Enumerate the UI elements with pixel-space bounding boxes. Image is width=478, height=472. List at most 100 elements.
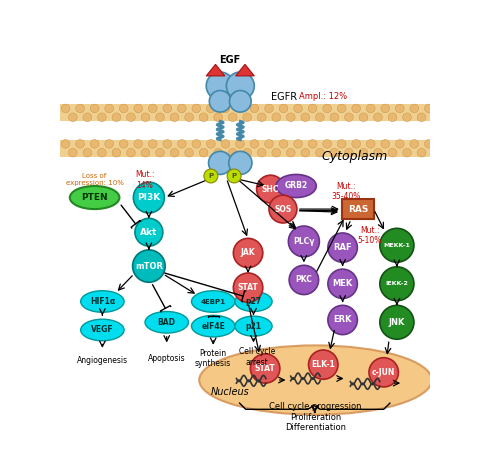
Text: Ampl.: 12%: Ampl.: 12% [299, 92, 348, 101]
Circle shape [424, 104, 433, 113]
Text: P: P [231, 173, 237, 179]
Bar [60, 140, 430, 157]
Bar [60, 104, 430, 121]
Circle shape [76, 104, 85, 113]
Circle shape [112, 148, 121, 157]
Circle shape [288, 226, 319, 257]
Circle shape [366, 140, 375, 148]
Ellipse shape [145, 312, 188, 333]
Circle shape [269, 195, 297, 223]
Circle shape [192, 140, 201, 148]
Circle shape [380, 228, 414, 262]
Circle shape [381, 104, 390, 113]
Circle shape [135, 219, 163, 246]
Circle shape [301, 148, 310, 157]
Circle shape [352, 140, 360, 148]
Circle shape [120, 140, 128, 148]
Circle shape [214, 148, 222, 157]
Circle shape [345, 148, 353, 157]
Circle shape [315, 148, 324, 157]
Polygon shape [236, 64, 254, 76]
Circle shape [221, 104, 230, 113]
Text: Loss of
expression: 10%: Loss of expression: 10% [65, 173, 123, 186]
Circle shape [98, 113, 106, 122]
Circle shape [286, 113, 295, 122]
Circle shape [272, 113, 281, 122]
Circle shape [388, 148, 397, 157]
Circle shape [250, 354, 280, 383]
Circle shape [163, 140, 172, 148]
Circle shape [221, 140, 230, 148]
Text: RAS: RAS [348, 204, 369, 214]
Circle shape [402, 148, 412, 157]
Circle shape [337, 140, 346, 148]
Text: Mut.:
35-40%: Mut.: 35-40% [332, 182, 361, 201]
Ellipse shape [192, 291, 235, 312]
Text: ERK: ERK [333, 315, 352, 324]
Text: Angiogenesis: Angiogenesis [77, 356, 128, 365]
Circle shape [141, 113, 150, 122]
Text: Cell cycle
arrest: Cell cycle arrest [239, 347, 275, 367]
Circle shape [402, 113, 412, 122]
Circle shape [112, 113, 121, 122]
Circle shape [170, 113, 179, 122]
Circle shape [192, 104, 201, 113]
Polygon shape [206, 64, 225, 76]
Circle shape [227, 72, 254, 100]
Circle shape [68, 113, 77, 122]
Circle shape [206, 72, 234, 100]
Circle shape [156, 113, 164, 122]
Text: STAT: STAT [238, 283, 259, 292]
Circle shape [148, 140, 157, 148]
Text: eIF4E: eIF4E [201, 321, 225, 331]
Circle shape [265, 104, 273, 113]
Text: MEK: MEK [333, 279, 353, 288]
Circle shape [328, 233, 358, 262]
Text: EGF: EGF [219, 56, 241, 66]
Circle shape [228, 113, 237, 122]
Circle shape [432, 148, 440, 157]
Text: p21: p21 [246, 321, 261, 331]
Circle shape [293, 140, 303, 148]
Text: JAK: JAK [241, 248, 255, 258]
Text: PKC: PKC [295, 276, 312, 285]
Circle shape [323, 140, 331, 148]
Circle shape [381, 140, 390, 148]
Circle shape [328, 269, 358, 298]
Circle shape [395, 140, 404, 148]
Circle shape [76, 140, 85, 148]
Text: Mut.:
5-10%: Mut.: 5-10% [358, 226, 382, 245]
Circle shape [177, 140, 186, 148]
Circle shape [279, 104, 288, 113]
Circle shape [380, 305, 414, 339]
Circle shape [308, 140, 317, 148]
Circle shape [185, 113, 194, 122]
Circle shape [257, 113, 266, 122]
Circle shape [250, 140, 259, 148]
Circle shape [68, 148, 77, 157]
Circle shape [410, 104, 419, 113]
Text: JNK: JNK [389, 318, 405, 327]
Circle shape [90, 140, 99, 148]
Text: HIF1α: HIF1α [90, 297, 115, 306]
Circle shape [98, 148, 106, 157]
Circle shape [250, 104, 259, 113]
Circle shape [61, 140, 70, 148]
Circle shape [208, 152, 232, 175]
Circle shape [233, 238, 263, 268]
Circle shape [199, 113, 208, 122]
Circle shape [156, 148, 164, 157]
Circle shape [330, 113, 339, 122]
Circle shape [206, 104, 215, 113]
Circle shape [330, 148, 339, 157]
Circle shape [328, 305, 358, 335]
Circle shape [185, 148, 194, 157]
Circle shape [388, 113, 397, 122]
Text: Akt: Akt [140, 228, 158, 236]
Circle shape [279, 140, 288, 148]
Text: IEKK-2: IEKK-2 [385, 281, 408, 287]
Text: Nucleus: Nucleus [211, 387, 250, 396]
Circle shape [229, 91, 251, 112]
Ellipse shape [192, 315, 235, 337]
Circle shape [272, 148, 281, 157]
